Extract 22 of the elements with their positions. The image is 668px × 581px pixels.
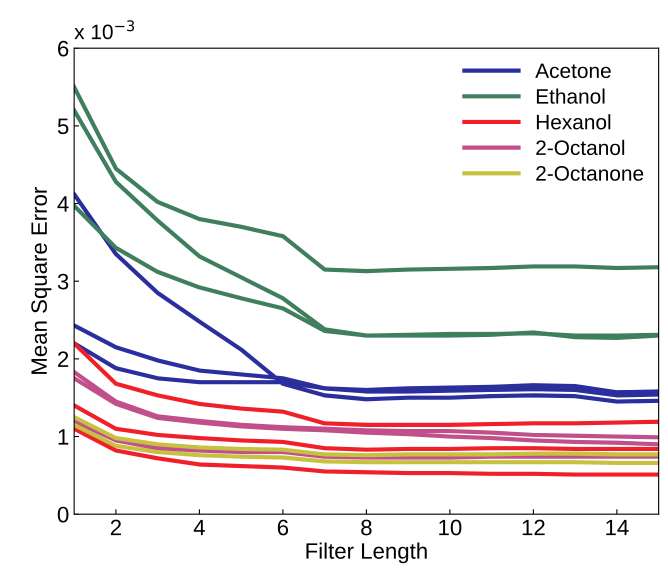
x-tick-label: 8 (361, 520, 372, 536)
y-tick-label: 3 (58, 274, 68, 290)
y-axis-title: Mean Square Error (31, 187, 52, 374)
y-tick-label: 6 (58, 40, 68, 56)
y-tick-label: 1 (58, 429, 68, 445)
legend-label: Hexanol (536, 114, 610, 130)
y-tick-label: 2 (58, 351, 68, 367)
y-tick-label: 4 (57, 196, 69, 212)
text: x 10$^{−3}$ (74, 20, 134, 40)
x-tick-label: 12 (522, 520, 545, 536)
x-tick-label: 4 (194, 520, 205, 536)
legend-label: 2-Octanone (536, 166, 644, 181)
x-tick-label: 10 (439, 520, 462, 536)
x-axis-title: Filter Length (306, 542, 427, 564)
legend-label: Ethanol (536, 88, 604, 104)
legend-label: Acetone (535, 64, 611, 78)
x-tick-label: 14 (606, 520, 629, 536)
legend-label: 2-Octanol (536, 140, 624, 156)
x-tick-label: 2 (110, 520, 121, 536)
y-tick-label: 0 (58, 506, 68, 522)
x-tick-label: 6 (278, 520, 288, 536)
y-tick-label: 5 (58, 118, 68, 134)
